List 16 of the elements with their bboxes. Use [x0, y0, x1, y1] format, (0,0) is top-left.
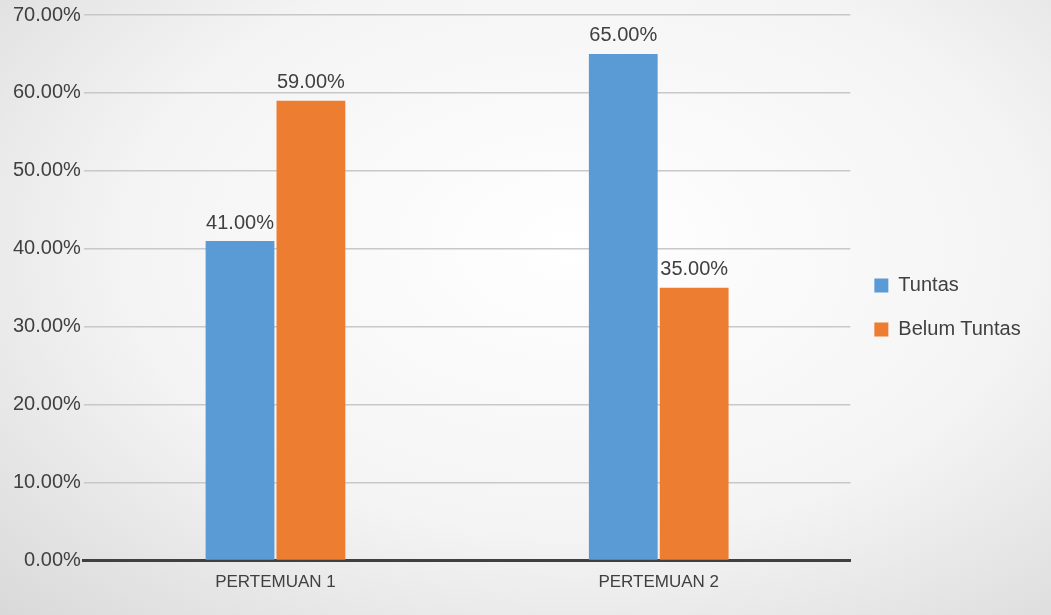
y-tick-label: 20.00%: [12, 392, 82, 415]
data-label: 35.00%: [660, 257, 729, 280]
y-tick-label: 60.00%: [12, 80, 82, 103]
data-label: 41.00%: [206, 210, 275, 233]
y-tick-label: 50.00%: [12, 158, 82, 181]
y-tick-label: 10.00%: [12, 470, 82, 493]
legend-label: Tuntas: [898, 273, 959, 296]
y-tick-label: 30.00%: [12, 314, 82, 337]
y-tick-label: 70.00%: [12, 2, 82, 25]
data-label: 65.00%: [589, 23, 658, 46]
legend-label: Belum Tuntas: [898, 317, 1021, 340]
data-label: 59.00%: [276, 70, 346, 93]
y-tick-label: 0.00%: [24, 548, 82, 571]
x-tick-label: PERTEMUAN 2: [598, 572, 720, 592]
y-tick-label: 40.00%: [12, 236, 82, 259]
x-tick-label: PERTEMUAN 1: [215, 572, 336, 592]
